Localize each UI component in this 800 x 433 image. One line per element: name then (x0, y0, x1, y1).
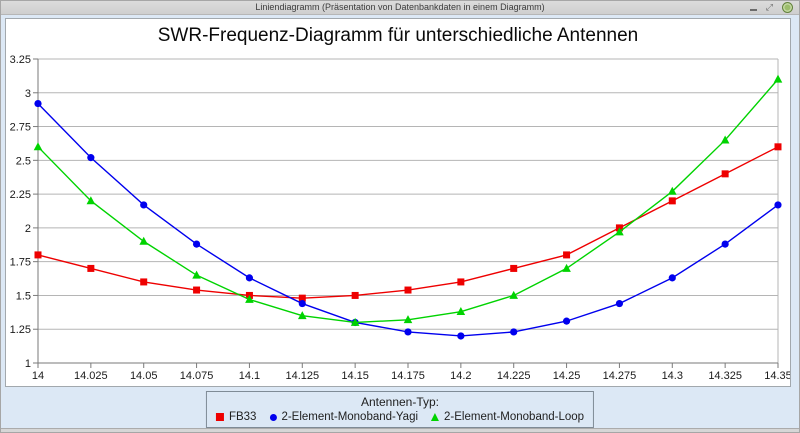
data-point-triangle (192, 270, 201, 279)
data-point-triangle (720, 135, 730, 144)
data-point-circle (615, 299, 624, 308)
legend-entry: FB33 (215, 411, 257, 423)
series-line-circle (37, 103, 779, 337)
data-point-triangle (667, 186, 677, 195)
y-tick-label: 2.5 (16, 155, 31, 167)
data-point-triangle (773, 74, 783, 83)
data-point-triangle (245, 294, 254, 303)
data-point-circle (510, 328, 518, 336)
data-point-square (721, 170, 729, 178)
legend-entry: 2-Element-Monoband-Loop (431, 411, 584, 423)
y-tick-label: 1.75 (10, 257, 31, 269)
x-tick-label: 14.1 (239, 370, 260, 382)
x-tick-label: 14.15 (341, 370, 369, 382)
chart-legend: Antennen-Typ: FB33 2-Element-Monoband-Yag… (205, 391, 595, 428)
data-point-circle (457, 332, 465, 340)
line-chart-plot: 1 1.25 1.5 1.75 2 2.25 2.5 2.75 3 3.25 14 14.025 14.… (10, 54, 790, 382)
y-tick-label: 2.25 (10, 189, 31, 201)
x-tick-label: 14.325 (708, 370, 742, 382)
data-point-circle (404, 328, 412, 336)
data-point-triangle (350, 317, 360, 326)
data-point-circle (562, 317, 571, 325)
maximize-icon[interactable]: ⤢ (765, 2, 773, 12)
y-tick-label: 1.5 (16, 290, 31, 302)
x-tick-label: 14.35 (764, 370, 790, 382)
data-point-triangle (297, 311, 307, 320)
window-title: Liniendiagramm (Präsentation von Datenba… (255, 2, 545, 12)
series-line-triangle (37, 78, 779, 324)
data-point-square (668, 197, 676, 205)
data-point-triangle (456, 307, 466, 316)
triangle-marker-icon (431, 413, 440, 421)
close-icon[interactable] (782, 2, 793, 13)
data-point-triangle (139, 236, 149, 245)
x-tick-label: 14.25 (553, 370, 581, 382)
y-tick-label: 1 (25, 358, 31, 370)
y-tick-label: 2.75 (10, 122, 31, 134)
x-tick-label: 14.225 (497, 370, 531, 382)
data-point-square (87, 264, 95, 272)
legend-entries: FB33 2-Element-Monoband-Yagi 2-Element-Mon… (215, 411, 584, 423)
data-point-triangle (403, 315, 413, 324)
data-point-circle (721, 240, 729, 248)
x-tick-label: 14.125 (285, 370, 319, 382)
x-tick-label: 14.2 (450, 370, 471, 382)
data-point-circle (192, 240, 201, 248)
data-point-square (351, 291, 359, 299)
data-point-square (774, 143, 782, 151)
data-point-circle (87, 154, 95, 162)
legend-entry-label: FB33 (228, 411, 257, 423)
data-point-triangle (562, 263, 571, 272)
y-tick-label: 3 (25, 88, 31, 100)
data-point-square (140, 278, 148, 286)
data-point-circle (34, 99, 42, 108)
data-point-square (34, 251, 42, 259)
series-line-square (37, 146, 779, 299)
legend-entry-label: 2-Element-Monoband-Yagi (281, 411, 419, 423)
data-point-triangle (509, 290, 519, 299)
data-point-square (510, 264, 518, 272)
data-point-square (457, 278, 465, 286)
y-tick-label: 3.25 (10, 54, 31, 66)
data-point-square (404, 286, 412, 294)
data-point-circle (245, 274, 254, 282)
data-point-triangle (615, 227, 624, 236)
minimize-icon[interactable] (749, 8, 757, 11)
chart-document: SWR-Frequenz-Diagramm für unterschiedlic… (5, 18, 791, 387)
data-point-square (193, 286, 201, 294)
y-tick-label: 2 (25, 223, 31, 235)
square-marker-icon (215, 413, 224, 421)
data-point-circle (298, 299, 306, 308)
data-point-circle (140, 201, 148, 209)
legend-entry: 2-Element-Monoband-Yagi (269, 411, 418, 423)
data-point-circle (774, 201, 782, 209)
legend-title: Antennen-Typ: (360, 395, 440, 409)
window-resize-edge[interactable] (1, 428, 799, 432)
x-tick-label: 14.05 (130, 370, 158, 382)
chart-title: SWR-Frequenz-Diagramm für unterschiedlic… (157, 25, 639, 46)
x-tick-label: 14.075 (180, 370, 214, 382)
data-point-square (563, 251, 571, 259)
x-tick-label: 14.275 (603, 370, 637, 382)
x-tick-label: 14.3 (662, 370, 683, 382)
data-point-triangle (86, 196, 96, 205)
data-point-triangle (33, 142, 43, 151)
x-tick-label: 14 (32, 370, 44, 382)
legend-entry-label: 2-Element-Monoband-Loop (444, 411, 585, 423)
window-controls: ⤢ (749, 1, 793, 14)
x-tick-label: 14.175 (391, 370, 425, 382)
x-tick-label: 14.025 (74, 370, 108, 382)
chart-window-content: SWR-Frequenz-Diagramm für unterschiedlic… (1, 15, 799, 432)
y-tick-label: 1.25 (10, 324, 31, 336)
data-point-square (298, 294, 306, 302)
window-titlebar[interactable]: Liniendiagramm (Präsentation von Datenba… (1, 1, 799, 15)
data-point-circle (668, 274, 676, 282)
circle-marker-icon (269, 413, 277, 421)
